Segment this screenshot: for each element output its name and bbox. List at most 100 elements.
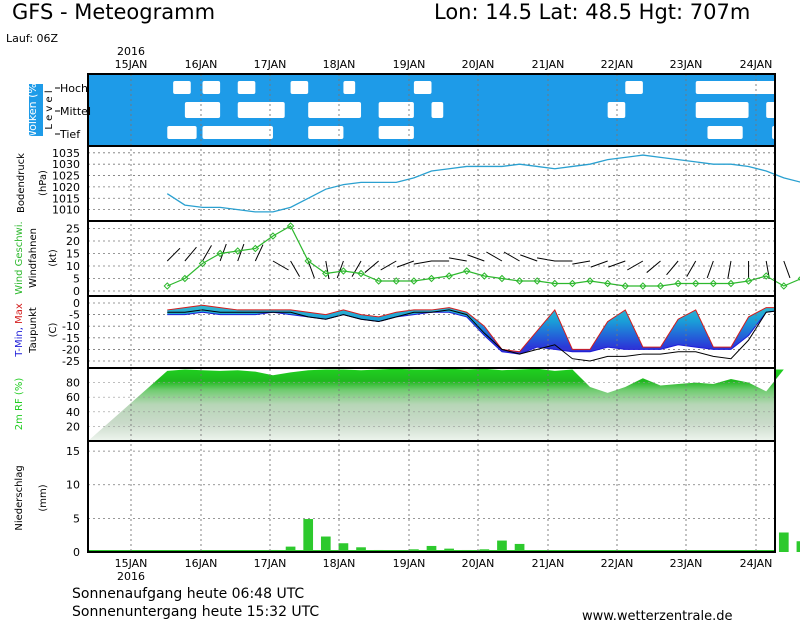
pressure-tick-label: 1030 bbox=[52, 158, 80, 171]
wind-speed-point bbox=[674, 279, 682, 288]
wind-speed-point bbox=[639, 282, 647, 290]
wind-speed-axis-label: Wind Geschwi. bbox=[14, 221, 25, 294]
pressure-tick-label: 1020 bbox=[52, 181, 80, 194]
wind-barb bbox=[290, 260, 301, 277]
wind-speed-point bbox=[586, 277, 594, 285]
wind-barb bbox=[351, 260, 362, 277]
wind-speed-line bbox=[167, 225, 800, 287]
wind-speed-point bbox=[692, 279, 700, 288]
cloud-clear-hoch bbox=[625, 81, 643, 94]
wind-barb bbox=[503, 251, 520, 262]
wind-barb bbox=[783, 260, 791, 279]
wind-tick-label: 10 bbox=[66, 260, 80, 273]
wind-barb bbox=[486, 251, 503, 262]
cloud-clear-mittel bbox=[308, 102, 362, 118]
pressure-tick-label: 1015 bbox=[52, 192, 80, 205]
bottom-date-label: 20JAN bbox=[462, 557, 495, 570]
wind-barb bbox=[467, 254, 485, 262]
cloud-axis-label-bg bbox=[29, 84, 43, 136]
temperature-tick-label: -5 bbox=[69, 309, 80, 322]
cloud-clear-mittel bbox=[766, 102, 800, 118]
humidity-axis-label: 2m RF (%) bbox=[14, 378, 25, 431]
wind-speed-point bbox=[374, 277, 383, 285]
top-date-label: 20JAN bbox=[462, 58, 495, 71]
humidity-tick-label: 60 bbox=[66, 391, 80, 404]
temperature-band bbox=[167, 305, 775, 355]
cloud-clear-tief bbox=[167, 126, 197, 139]
wind-speed-point bbox=[322, 269, 330, 278]
tmin-line bbox=[167, 310, 775, 355]
wind-speed-point bbox=[621, 282, 629, 290]
wind-barb bbox=[336, 260, 344, 279]
wind-barb bbox=[237, 243, 245, 262]
precip-tick-label: 15 bbox=[66, 445, 80, 458]
wind-tick-label: 20 bbox=[66, 235, 80, 248]
cloud-clear-hoch bbox=[237, 81, 256, 94]
wind-barb bbox=[325, 260, 330, 279]
level-axis-label: L e v e l bbox=[44, 90, 55, 129]
level-label-tief: Tief bbox=[59, 128, 81, 141]
wind-barb bbox=[590, 260, 608, 268]
bottom-date-label: 16JAN bbox=[185, 557, 218, 570]
wind-barb bbox=[307, 260, 315, 279]
wind-barb bbox=[364, 260, 379, 273]
wind-speed-point bbox=[656, 282, 665, 290]
wind-speed-point bbox=[410, 277, 418, 285]
pressure-tick-label: 1025 bbox=[52, 170, 80, 183]
pressure-line bbox=[166, 154, 800, 213]
wind-barb bbox=[666, 260, 679, 276]
cloud-clear-hoch bbox=[202, 81, 221, 94]
cloud-axis-label: Wolken (%) bbox=[26, 79, 39, 141]
bottom-date-label: 15JAN bbox=[115, 557, 148, 570]
precip-bar bbox=[320, 536, 331, 552]
cloud-clear-tief bbox=[707, 126, 743, 139]
top-date-label: 16JAN bbox=[185, 58, 218, 71]
wind-barb bbox=[254, 244, 264, 262]
wind-barb bbox=[202, 245, 212, 262]
bottom-date-label: 21JAN bbox=[532, 557, 565, 570]
wind-speed-point bbox=[463, 267, 471, 275]
top-date-label: 18JAN bbox=[323, 58, 356, 71]
cloud-clear-mittel bbox=[431, 102, 444, 118]
wind-speed-point bbox=[445, 272, 453, 280]
bottom-date-label: 24JAN bbox=[740, 557, 773, 570]
pressure-unit-label: (hPa) bbox=[38, 170, 49, 196]
wind-speed-point bbox=[568, 279, 577, 288]
wind-tick-label: 15 bbox=[66, 248, 80, 261]
wind-speed-point bbox=[392, 277, 400, 285]
dewpoint-axis-label: Taupunkt bbox=[28, 307, 39, 354]
temperature-tick-label: 0 bbox=[73, 297, 80, 310]
precip-tick-label: 10 bbox=[66, 479, 80, 492]
precip-bar bbox=[285, 546, 296, 552]
dewpoint-line bbox=[167, 309, 775, 362]
wind-speed-point bbox=[551, 279, 559, 288]
precip-bar bbox=[514, 543, 525, 552]
temperature-unit-label: (C) bbox=[48, 323, 59, 338]
wind-barb bbox=[727, 260, 732, 279]
pressure-tick-label: 1010 bbox=[52, 204, 80, 217]
wind-barb bbox=[536, 257, 555, 262]
wind-speed-point bbox=[163, 282, 171, 290]
wind-barb-axis-label: Windfahnen bbox=[28, 228, 39, 288]
sunrise-text: Sonnenaufgang heute 06:48 UTC bbox=[72, 586, 305, 602]
temperature-tick-label: -15 bbox=[62, 332, 80, 345]
panel-frame-pressure bbox=[87, 145, 776, 222]
precip-bar bbox=[796, 541, 800, 552]
top-date-label: 23JAN bbox=[670, 58, 703, 71]
panel-frame-precipitation bbox=[87, 440, 776, 553]
top-date-label: 17JAN bbox=[254, 58, 287, 71]
cloud-clear-hoch bbox=[173, 81, 191, 94]
bottom-date-label: 23JAN bbox=[670, 557, 703, 570]
wind-speed-point bbox=[515, 277, 524, 285]
wind-tick-label: 25 bbox=[66, 223, 80, 236]
wind-speed-point bbox=[198, 259, 207, 268]
wind-speed-point bbox=[357, 269, 365, 278]
top-year-label: 2016 bbox=[117, 45, 145, 58]
temperature-axis-label: T-Min, Max bbox=[14, 303, 25, 358]
precip-bar bbox=[303, 519, 314, 552]
precip-bar bbox=[497, 540, 507, 552]
humidity-tick-label: 40 bbox=[66, 406, 80, 419]
wind-barb bbox=[627, 260, 644, 271]
cloud-clear-tief bbox=[202, 126, 273, 139]
wind-barb bbox=[448, 257, 467, 262]
